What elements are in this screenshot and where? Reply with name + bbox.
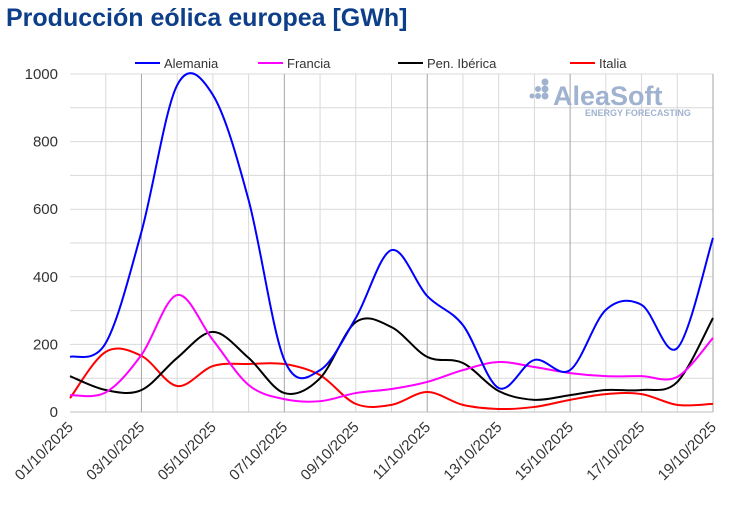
series-line-pen-ib-rica bbox=[69, 317, 714, 401]
x-tick-label: 05/10/2025 bbox=[155, 419, 220, 484]
x-tick-label: 17/10/2025 bbox=[583, 419, 648, 484]
x-tick-label: 09/10/2025 bbox=[297, 419, 362, 484]
series-line-francia bbox=[69, 294, 714, 403]
legend-label: Francia bbox=[287, 56, 331, 71]
x-tick-label: 11/10/2025 bbox=[370, 419, 434, 483]
y-tick-label: 400 bbox=[33, 269, 58, 286]
legend-label: Alemania bbox=[164, 56, 219, 71]
logo-text: AleaSoft bbox=[553, 81, 663, 111]
y-tick-label: 800 bbox=[33, 134, 58, 151]
y-tick-label: 0 bbox=[50, 404, 58, 421]
x-tick-label: 15/10/2025 bbox=[512, 419, 577, 484]
chart-title: Producción eólica europea [GWh] bbox=[6, 4, 408, 32]
y-tick-label: 600 bbox=[33, 201, 58, 218]
legend-label: Pen. Ibérica bbox=[427, 56, 497, 71]
y-tick-label: 1000 bbox=[25, 66, 58, 83]
series-line-italia bbox=[69, 347, 714, 411]
aleasoft-logo bbox=[529, 78, 549, 100]
series-line-alemania bbox=[69, 72, 714, 390]
x-tick-label: 13/10/2025 bbox=[440, 419, 505, 484]
logo-tagline: ENERGY FORECASTING bbox=[585, 108, 691, 118]
y-tick-label: 200 bbox=[33, 336, 58, 353]
legend-label: Italia bbox=[599, 56, 627, 71]
x-tick-label: 03/10/2025 bbox=[83, 419, 148, 484]
x-tick-label: 01/10/2025 bbox=[12, 419, 77, 484]
x-tick-label: 07/10/2025 bbox=[226, 419, 291, 484]
x-tick-label: 19/10/2025 bbox=[655, 419, 720, 484]
